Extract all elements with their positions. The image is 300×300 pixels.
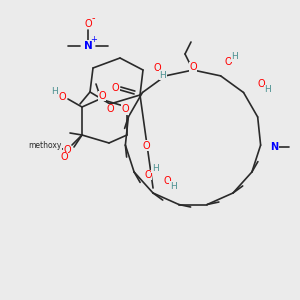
Text: O: O bbox=[143, 140, 150, 151]
Text: O: O bbox=[225, 57, 232, 67]
Text: N: N bbox=[271, 142, 279, 152]
Text: O: O bbox=[98, 91, 106, 101]
Text: O: O bbox=[163, 176, 171, 186]
Text: methoxy: methoxy bbox=[28, 142, 62, 151]
Text: O: O bbox=[112, 83, 119, 94]
Text: H: H bbox=[51, 88, 57, 97]
Text: H: H bbox=[231, 52, 238, 62]
Text: O: O bbox=[122, 104, 129, 115]
Text: O: O bbox=[144, 170, 152, 180]
Text: -: - bbox=[91, 13, 95, 23]
Text: H: H bbox=[152, 164, 158, 172]
Text: O: O bbox=[106, 104, 114, 114]
Text: N: N bbox=[84, 41, 92, 51]
Text: O: O bbox=[63, 145, 71, 155]
Text: O: O bbox=[60, 152, 68, 162]
Text: H: H bbox=[160, 70, 167, 80]
Text: H: H bbox=[170, 182, 176, 190]
Text: O: O bbox=[258, 80, 265, 89]
Text: H: H bbox=[264, 85, 271, 94]
Text: O: O bbox=[189, 62, 197, 72]
Text: +: + bbox=[91, 35, 98, 44]
Text: O: O bbox=[84, 19, 92, 29]
Text: O: O bbox=[153, 63, 161, 73]
Text: O: O bbox=[58, 92, 66, 102]
